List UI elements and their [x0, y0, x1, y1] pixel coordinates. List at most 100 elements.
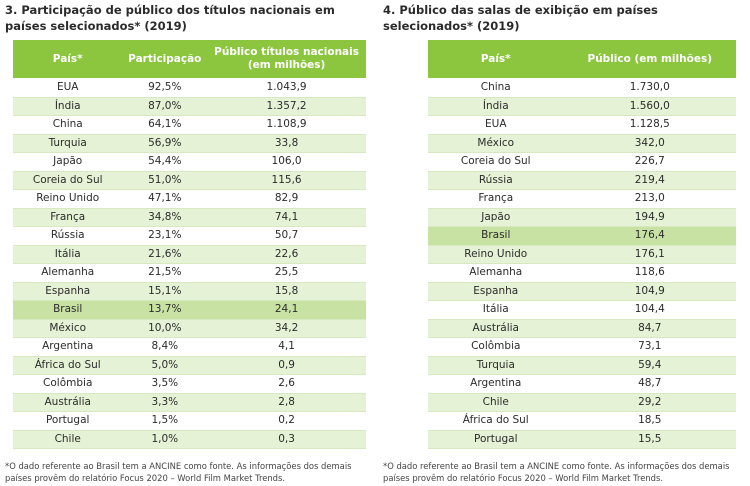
cell-participacao: 47,1% — [122, 189, 208, 209]
cell-pais: Alemanha — [428, 263, 564, 283]
cell-pais: Reino Unido — [13, 189, 123, 209]
cell-participacao: 15,1% — [122, 282, 208, 301]
table-row: Japão 194,9 — [428, 208, 736, 227]
cell-publico: 15,8 — [207, 282, 366, 301]
cell-pais: Turquia — [428, 356, 564, 375]
cell-publico: 115,6 — [207, 171, 366, 190]
cell-participacao: 54,4% — [122, 152, 208, 172]
cell-pais: Chile — [428, 393, 564, 412]
cell-pais: Colômbia — [428, 337, 564, 357]
cell-pais: Chile — [13, 430, 123, 449]
cell-pais: EUA — [428, 115, 564, 135]
cell-pais: Brasil — [13, 300, 123, 320]
cell-publico: 1.043,9 — [207, 78, 366, 98]
cell-pais: Japão — [13, 152, 123, 172]
table-row: Turquia 56,9% 33,8 — [13, 134, 366, 153]
cell-pais: Reino Unido — [428, 245, 564, 264]
table-3-title: 3. Participação de público dos títulos n… — [5, 3, 335, 33]
cell-pais: Índia — [13, 97, 123, 116]
table-row: Alemanha 118,6 — [428, 263, 736, 283]
table-row: França 34,8% 74,1 — [13, 208, 366, 227]
cell-pais: Colômbia — [13, 374, 123, 394]
cell-participacao: 23,1% — [122, 226, 208, 246]
cell-participacao: 8,4% — [122, 337, 208, 357]
cell-publico: 194,9 — [563, 208, 736, 227]
table-row: Brasil 176,4 — [428, 226, 736, 246]
table-row: Portugal 15,5 — [428, 430, 736, 449]
cell-participacao: 21,5% — [122, 263, 208, 283]
cell-publico: 84,7 — [563, 319, 736, 338]
cell-pais: Rússia — [13, 226, 123, 246]
cell-participacao: 10,0% — [122, 319, 208, 338]
table-row: Rússia 23,1% 50,7 — [13, 226, 366, 246]
cell-pais: Espanha — [428, 282, 564, 301]
table-row: Portugal 1,5% 0,2 — [13, 411, 366, 431]
cell-participacao: 1,5% — [122, 411, 208, 431]
table-row: França 213,0 — [428, 189, 736, 209]
cell-publico: 18,5 — [563, 411, 736, 431]
cell-pais: Rússia — [428, 171, 564, 190]
cell-publico: 50,7 — [207, 226, 366, 246]
cell-publico: 176,1 — [563, 245, 736, 264]
header-publico-em-milhoes: Público (em milhões) — [563, 40, 736, 79]
table-row: Coreia do Sul 51,0% 115,6 — [13, 171, 366, 190]
table-row: Reino Unido 176,1 — [428, 245, 736, 264]
table-row: Austrália 3,3% 2,8 — [13, 393, 366, 412]
cell-publico: 0,9 — [207, 356, 366, 375]
table-row: Colômbia 3,5% 2,6 — [13, 374, 366, 394]
table-3-section: 3. Participação de público dos títulos n… — [5, 0, 370, 449]
cell-pais: Argentina — [13, 337, 123, 357]
cell-publico: 4,1 — [207, 337, 366, 357]
table-4-title: 4. Público das salas de exibição em país… — [383, 3, 658, 33]
cell-publico: 82,9 — [207, 189, 366, 209]
table-row: Brasil 13,7% 24,1 — [13, 300, 366, 320]
cell-participacao: 87,0% — [122, 97, 208, 116]
table-4-header-row: País* Público (em milhões) — [428, 40, 736, 79]
table-row: Turquia 59,4 — [428, 356, 736, 375]
table-row: Rússia 219,4 — [428, 171, 736, 190]
table-row: Espanha 104,9 — [428, 282, 736, 301]
cell-participacao: 3,3% — [122, 393, 208, 412]
cell-publico: 2,8 — [207, 393, 366, 412]
cell-pais: Austrália — [428, 319, 564, 338]
cell-publico: 73,1 — [563, 337, 736, 357]
header-pais: País* — [428, 40, 564, 79]
table-row: Espanha 15,1% 15,8 — [13, 282, 366, 301]
cell-publico: 25,5 — [207, 263, 366, 283]
cell-pais: África do Sul — [428, 411, 564, 431]
table-3-header-row: País* Participação Público títulos nacio… — [13, 40, 366, 79]
cell-participacao: 51,0% — [122, 171, 208, 190]
table-row: China 64,1% 1.108,9 — [13, 115, 366, 135]
cell-publico: 104,9 — [563, 282, 736, 301]
cell-participacao: 92,5% — [122, 78, 208, 98]
cell-publico: 226,7 — [563, 152, 736, 172]
table-row: EUA 1.128,5 — [428, 115, 736, 135]
cell-pais: Japão — [428, 208, 564, 227]
table-row: China 1.730,0 — [428, 78, 736, 98]
cell-publico: 34,2 — [207, 319, 366, 338]
cell-publico: 29,2 — [563, 393, 736, 412]
cell-pais: Itália — [428, 300, 564, 320]
cell-publico: 15,5 — [563, 430, 736, 449]
table-row: México 10,0% 34,2 — [13, 319, 366, 338]
cell-pais: China — [428, 78, 564, 98]
cell-pais: China — [13, 115, 123, 135]
table-3-footnote: *O dado referente ao Brasil tem a ANCINE… — [5, 461, 352, 483]
cell-pais: EUA — [13, 78, 123, 98]
cell-pais: Turquia — [13, 134, 123, 153]
cell-pais: Brasil — [428, 226, 564, 246]
cell-participacao: 34,8% — [122, 208, 208, 227]
cell-pais: França — [428, 189, 564, 209]
table-row: México 342,0 — [428, 134, 736, 153]
table-row: Chile 1,0% 0,3 — [13, 430, 366, 449]
cell-publico: 1.108,9 — [207, 115, 366, 135]
cell-participacao: 5,0% — [122, 356, 208, 375]
table-row: Argentina 48,7 — [428, 374, 736, 394]
cell-pais: França — [13, 208, 123, 227]
cell-pais: México — [428, 134, 564, 153]
table-row: Austrália 84,7 — [428, 319, 736, 338]
cell-publico: 24,1 — [207, 300, 366, 320]
cell-publico: 219,4 — [563, 171, 736, 190]
cell-pais: Espanha — [13, 282, 123, 301]
table-row: Reino Unido 47,1% 82,9 — [13, 189, 366, 209]
